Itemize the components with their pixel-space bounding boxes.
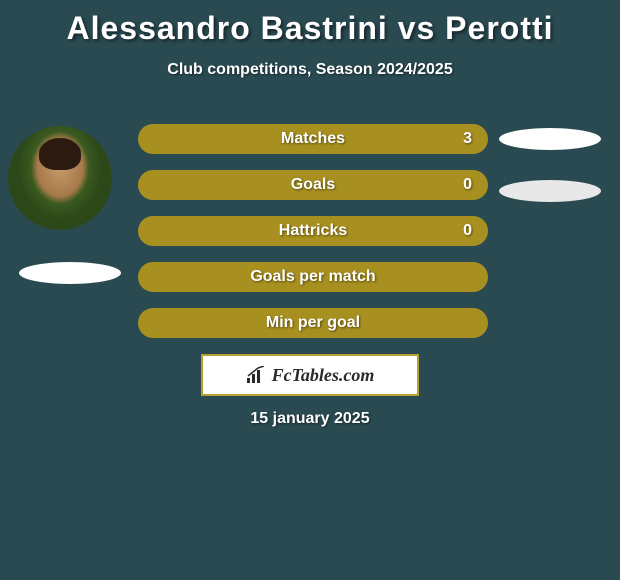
player-2-badge-1 (499, 128, 601, 150)
stat-label: Goals per match (250, 268, 375, 286)
page-subtitle: Club competitions, Season 2024/2025 (0, 61, 620, 79)
player-face-placeholder (8, 126, 112, 230)
stat-bar-goals-per-match: Goals per match (138, 262, 488, 292)
player-1-avatar (8, 126, 112, 230)
stat-bar-min-per-goal: Min per goal (138, 308, 488, 338)
player-2-badge-2 (499, 180, 601, 202)
stat-value: 0 (463, 222, 472, 240)
stat-value: 3 (463, 130, 472, 148)
page-title: Alessandro Bastrini vs Perotti (0, 0, 620, 47)
chart-icon (246, 366, 266, 384)
stat-bar-matches: Matches 3 (138, 124, 488, 154)
stat-label: Hattricks (279, 222, 347, 240)
stat-label: Min per goal (266, 314, 360, 332)
date-label: 15 january 2025 (0, 410, 620, 428)
stat-label: Goals (291, 176, 335, 194)
stats-bars: Matches 3 Goals 0 Hattricks 0 Goals per match M… (138, 124, 488, 354)
player-1-name-badge (19, 262, 121, 284)
stat-value: 0 (463, 176, 472, 194)
fctables-logo[interactable]: FcTables.com (201, 354, 419, 396)
stat-bar-goals: Goals 0 (138, 170, 488, 200)
stat-label: Matches (281, 130, 345, 148)
stat-bar-hattricks: Hattricks 0 (138, 216, 488, 246)
logo-text: FcTables.com (272, 365, 375, 386)
